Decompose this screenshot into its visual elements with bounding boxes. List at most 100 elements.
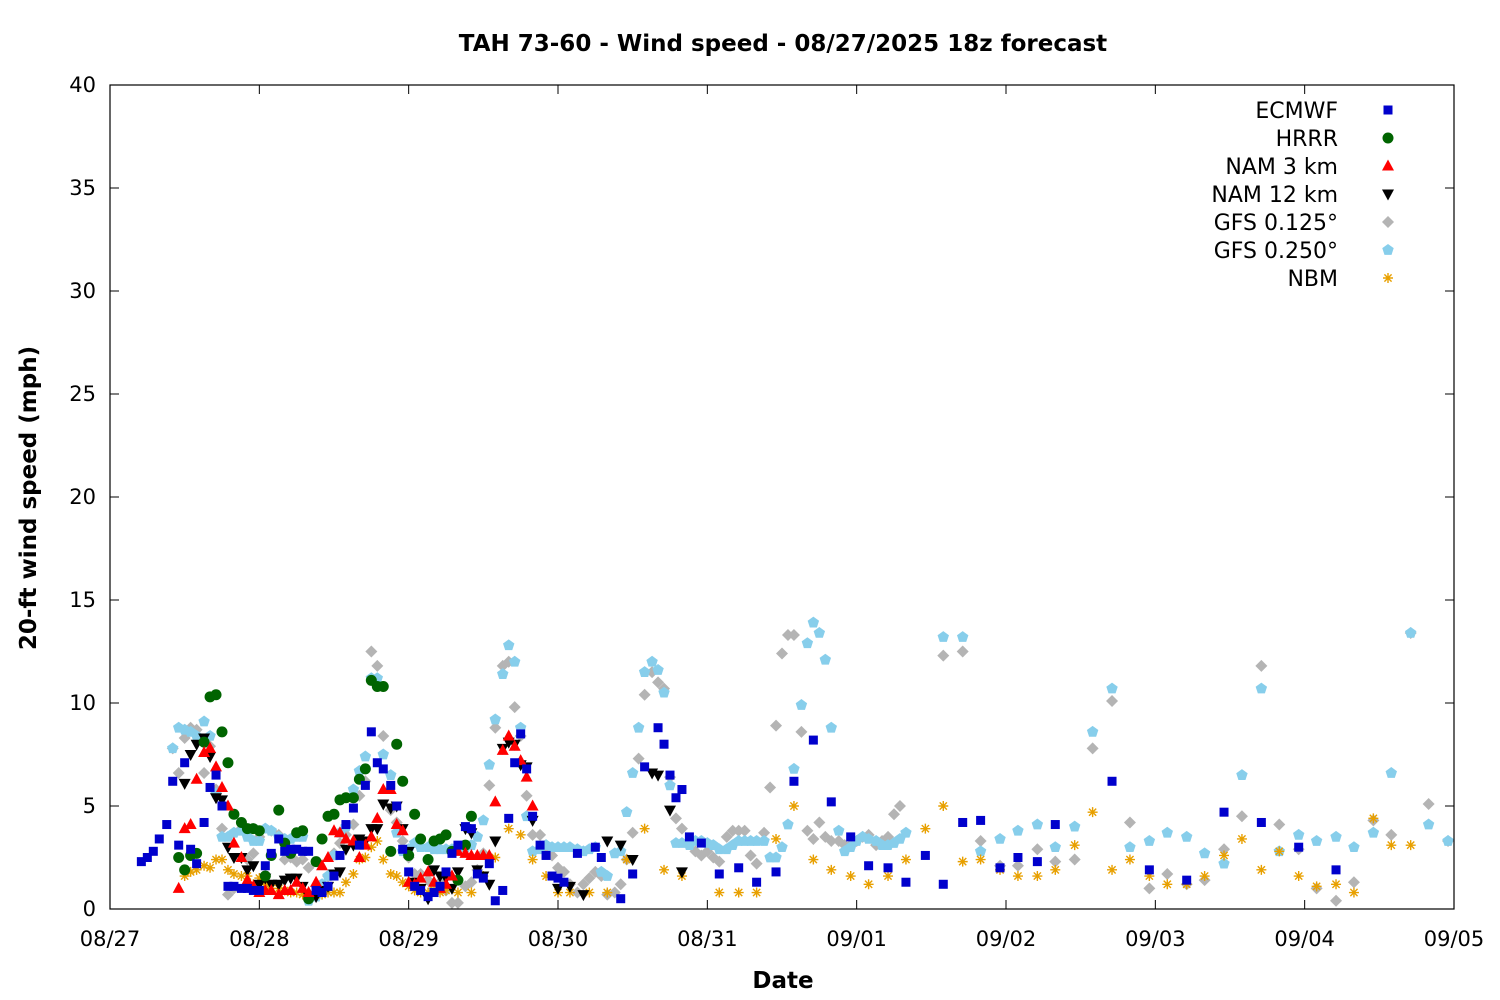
x-tick-label: 09/04 (1274, 927, 1335, 951)
data-point (316, 833, 328, 845)
data-point (1311, 881, 1322, 892)
data-point (221, 888, 234, 901)
data-point (652, 770, 665, 782)
data-point (452, 887, 463, 898)
data-point (489, 795, 502, 807)
data-point (1255, 682, 1268, 694)
data-point (771, 867, 781, 877)
data-point (390, 818, 403, 830)
data-point (410, 881, 420, 891)
x-tick-label: 09/03 (1125, 927, 1186, 951)
data-point (466, 887, 477, 898)
data-point (242, 883, 252, 893)
data-point (920, 823, 931, 834)
data-point (323, 881, 333, 891)
data-point (1218, 857, 1230, 869)
data-point (385, 845, 397, 857)
data-point (526, 828, 539, 841)
data-point (429, 888, 439, 898)
data-point (502, 729, 515, 741)
data-point (620, 806, 633, 818)
data-point (795, 699, 808, 710)
data-point (1422, 797, 1435, 810)
data-points (136, 616, 1455, 909)
data-point (787, 629, 800, 642)
data-point (179, 871, 190, 882)
data-point (447, 848, 457, 858)
data-point (398, 844, 408, 854)
data-point (807, 616, 820, 628)
data-point (956, 631, 969, 642)
data-point (167, 742, 179, 754)
data-point (628, 869, 638, 879)
data-point (758, 826, 771, 839)
data-point (900, 826, 912, 838)
data-point (602, 887, 613, 898)
data-point (527, 854, 538, 865)
data-point (863, 879, 874, 890)
data-point (808, 735, 818, 745)
legend-marker (1382, 132, 1394, 144)
data-point (508, 739, 521, 751)
data-point (920, 850, 930, 860)
data-point (235, 851, 248, 862)
data-point (483, 848, 496, 860)
data-point (178, 822, 191, 834)
data-point (216, 795, 228, 807)
data-point (1031, 818, 1044, 830)
data-point (415, 833, 427, 845)
data-point (423, 892, 433, 902)
data-point (168, 776, 178, 786)
data-point (284, 883, 297, 895)
data-point (347, 783, 360, 795)
data-point (391, 871, 402, 882)
y-tick-label: 0 (83, 897, 96, 921)
data-point (377, 799, 390, 811)
y-tick-label: 40 (69, 73, 96, 97)
data-point (1107, 776, 1117, 786)
data-point (391, 738, 403, 750)
data-point (864, 861, 874, 871)
data-point (1198, 847, 1211, 859)
data-point (360, 852, 371, 863)
data-point (297, 825, 309, 837)
legend-label: NAM 3 km (1225, 155, 1338, 180)
series-hrrr (173, 674, 477, 905)
data-point (788, 762, 800, 774)
data-point (1068, 820, 1081, 832)
data-point (483, 779, 496, 792)
data-point (1256, 864, 1267, 875)
data-point (185, 866, 196, 877)
data-point (1235, 810, 1248, 823)
data-point (217, 854, 227, 865)
data-point (198, 736, 210, 748)
data-point (1013, 853, 1023, 862)
x-tick-label: 09/01 (826, 927, 887, 951)
data-point (664, 779, 676, 791)
data-point (504, 813, 514, 823)
data-point (901, 877, 911, 887)
data-point (329, 887, 339, 898)
data-point (553, 873, 563, 883)
data-point (1199, 871, 1210, 882)
data-point (750, 835, 763, 846)
data-point (1310, 835, 1323, 846)
data-point (333, 826, 346, 838)
data-point (1049, 855, 1062, 868)
data-point (541, 871, 552, 882)
data-point (210, 760, 223, 772)
data-point (669, 812, 682, 825)
data-point (522, 764, 532, 774)
data-point (477, 814, 490, 826)
data-point (826, 864, 837, 875)
data-point (813, 816, 826, 829)
data-point (684, 832, 694, 842)
data-point (534, 828, 547, 841)
data-point (653, 723, 663, 733)
data-point (478, 873, 488, 883)
x-axis-label: Date (752, 968, 813, 994)
data-point (819, 653, 832, 665)
data-point (1143, 835, 1156, 846)
data-point (290, 875, 303, 887)
data-point (937, 631, 949, 642)
